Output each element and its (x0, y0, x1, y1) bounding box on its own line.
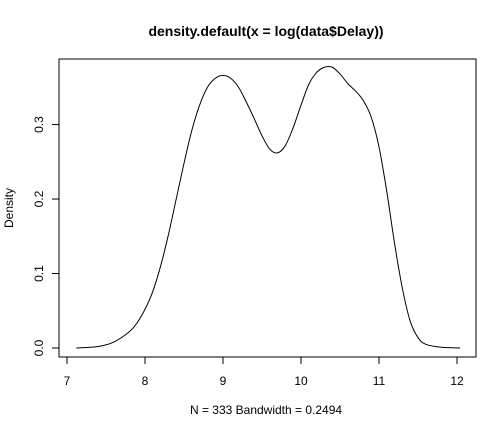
y-tick-label: 0.3 (32, 116, 46, 133)
density-curve (76, 65, 461, 349)
y-tick-label: 0.2 (32, 190, 46, 207)
x-tick-label: 10 (294, 374, 308, 388)
plot-frame (58, 58, 477, 358)
x-tick-label: 7 (64, 374, 71, 388)
chart-title: density.default(x = log(data$Delay)) (148, 23, 383, 39)
x-tick-label: 8 (142, 374, 149, 388)
y-axis-label: Density (2, 188, 16, 228)
x-tick-label: 9 (220, 374, 227, 388)
y-axis: 0.0 0.1 0.2 0.3 (32, 116, 60, 356)
x-tick-label: 12 (450, 374, 464, 388)
x-axis: 7 8 9 10 11 12 (64, 356, 464, 388)
x-tick-label: 11 (373, 374, 386, 388)
y-tick-label: 0.1 (32, 265, 46, 282)
y-tick-label: 0.0 (32, 339, 46, 356)
x-axis-label: N = 333 Bandwidth = 0.2494 (190, 403, 342, 417)
